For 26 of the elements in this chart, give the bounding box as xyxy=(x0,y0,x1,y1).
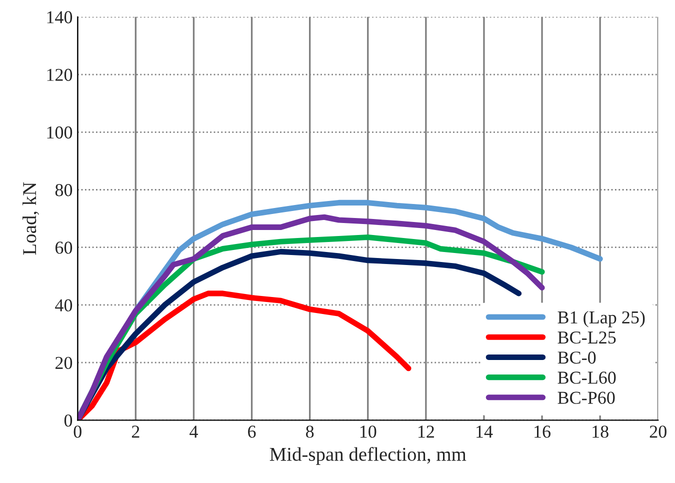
legend-label: BC-L60 xyxy=(558,372,616,384)
x-tick-label: 20 xyxy=(650,426,666,438)
x-tick-label: 0 xyxy=(74,426,82,438)
legend-label: BC-P60 xyxy=(558,392,615,404)
x-tick-label: 4 xyxy=(190,426,198,438)
legend-label: B1 (Lap 25) xyxy=(558,310,645,328)
y-tick-label: 100 xyxy=(47,126,72,139)
y-tick-label: 140 xyxy=(47,11,72,24)
y-tick-label: 120 xyxy=(47,68,72,81)
x-tick-label: 18 xyxy=(592,426,608,438)
y-tick-label: 0 xyxy=(64,414,72,427)
y-axis-title: Load, kN xyxy=(22,182,39,255)
legend-label: BC-0 xyxy=(558,352,596,364)
y-tick-label: 60 xyxy=(55,242,72,254)
x-tick-label: 14 xyxy=(476,426,493,438)
x-tick-label: 10 xyxy=(360,426,376,438)
x-tick-label: 16 xyxy=(534,426,551,438)
legend-label: BC-L25 xyxy=(558,331,616,344)
y-tick-label: 80 xyxy=(55,184,72,196)
x-axis-title: Mid-span deflection, mm xyxy=(270,447,466,465)
x-tick-label: 6 xyxy=(248,426,256,438)
y-tick-label: 40 xyxy=(55,299,72,312)
y-tick-label: 20 xyxy=(56,356,72,370)
x-tick-label: 12 xyxy=(418,426,434,438)
x-tick-label: 8 xyxy=(306,426,314,438)
x-tick-label: 2 xyxy=(132,426,140,438)
